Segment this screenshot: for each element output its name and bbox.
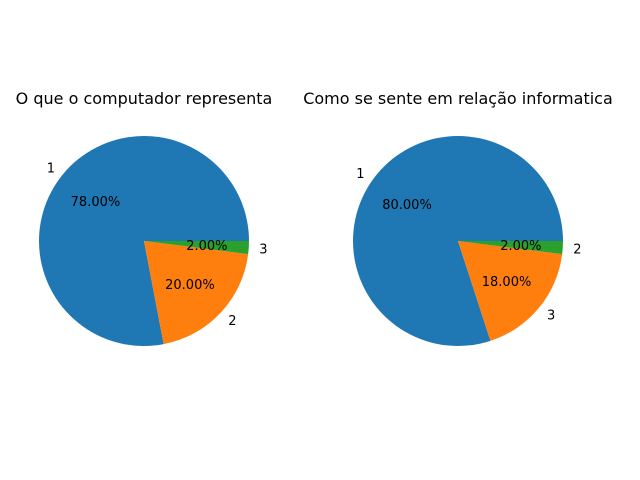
slice-percent-label: 2.00%: [186, 239, 227, 254]
pie-slices: [39, 135, 249, 346]
pie-chart-computer-meaning: O que o computador representa 1 78.00% 2 20…: [16, 89, 273, 346]
chart-title-right: Como se sente em relação informatica: [303, 89, 613, 108]
slice-category-label: 2: [573, 242, 581, 257]
slice-percent-label: 2.00%: [500, 239, 541, 254]
pie-slice-1-0: [353, 136, 563, 346]
slice-category-label: 1: [356, 167, 364, 182]
pie-labels: 1 80.00% 3 18.00% 2 2.00%: [356, 167, 581, 324]
pie-slice-1-2: [458, 241, 563, 255]
pie-slice-0-1: [144, 241, 249, 345]
pie-labels: 1 78.00% 2 20.00% 3 2.00%: [47, 161, 268, 329]
pie-slice-1-1: [458, 241, 563, 341]
pie-chart-feeling-informatics: Como se sente em relação informatica 1 80…: [303, 89, 613, 346]
pie-slice-0-2: [144, 241, 249, 255]
slice-category-label: 2: [228, 314, 236, 329]
chart-title-left: O que o computador representa: [16, 89, 273, 108]
slice-percent-label: 18.00%: [482, 275, 532, 290]
slice-percent-label: 80.00%: [382, 198, 432, 213]
slice-percent-label: 20.00%: [165, 278, 215, 293]
slice-percent-label: 78.00%: [71, 195, 121, 210]
pie-slices: [353, 136, 563, 346]
slice-category-label: 3: [547, 309, 555, 324]
slice-category-label: 1: [47, 161, 55, 176]
slice-category-label: 3: [259, 242, 267, 257]
